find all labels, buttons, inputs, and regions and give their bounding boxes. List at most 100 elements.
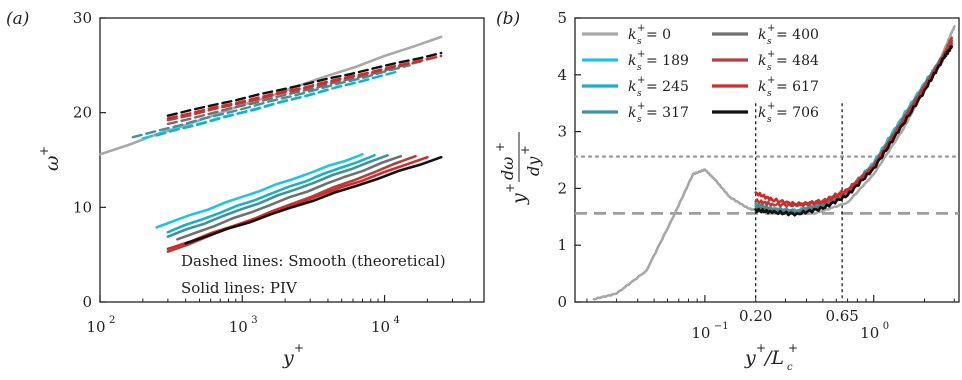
ylabel-plus: + bbox=[37, 146, 51, 156]
legend-entry-ks-0: k + s = 0 bbox=[582, 23, 671, 47]
legend-k-symbol: k bbox=[628, 53, 636, 69]
xlabel-slash-L: /L bbox=[763, 347, 784, 369]
legend-entry-ks-484: k + s = 484 bbox=[712, 49, 819, 73]
panel-b-xtick-exponent: −1 bbox=[714, 321, 729, 332]
legend-k-symbol: k bbox=[628, 105, 636, 121]
xlabel-plus-1: + bbox=[756, 341, 766, 355]
legend-k-plus: + bbox=[767, 49, 775, 60]
legend-entry-ks-317: k + s = 317 bbox=[582, 101, 689, 125]
panel-b-label: (b) bbox=[496, 9, 520, 29]
legend-k-plus: + bbox=[637, 101, 645, 112]
legend-entry-ks-189: k + s = 189 bbox=[582, 49, 689, 73]
legend-value: = 0 bbox=[646, 27, 671, 43]
panel-a-xtick-exponent: 2 bbox=[109, 315, 115, 326]
vline-label: 0.65 bbox=[825, 307, 858, 325]
panel-a-series bbox=[98, 35, 443, 253]
panel-b-series bbox=[592, 25, 956, 301]
legend-k-sub: s bbox=[637, 37, 642, 47]
legend-k-sub: s bbox=[637, 63, 642, 73]
panel-b-ytick-label: 3 bbox=[557, 123, 567, 141]
piv-line-ks-400 bbox=[176, 154, 403, 241]
legend-k-symbol: k bbox=[628, 27, 636, 43]
legend-k-symbol: k bbox=[758, 105, 766, 121]
panel-a-xtick-label: 10 bbox=[371, 318, 390, 336]
legend-value: = 706 bbox=[776, 105, 819, 121]
legend-k-plus: + bbox=[637, 75, 645, 86]
ylabel-dw-plus: + bbox=[493, 142, 507, 152]
panel-b-ylabel: y + dω + dy + bbox=[493, 132, 543, 205]
xlabel-yplus-over-lc: y bbox=[744, 347, 756, 369]
panel-a-ylabel: ω + bbox=[37, 146, 63, 171]
legend-value: = 245 bbox=[646, 79, 689, 95]
panel-b-plot-frame bbox=[574, 17, 960, 303]
xlabel-plus-2: + bbox=[788, 341, 798, 355]
panel-a-xlabel: y + bbox=[282, 341, 304, 369]
panel-b-xtick-label: 10 bbox=[860, 324, 879, 342]
ylabel-plus: + bbox=[503, 183, 517, 193]
legend-k-symbol: k bbox=[758, 53, 766, 69]
legend-k-sub: s bbox=[637, 89, 642, 99]
panel-b-xtick-exponent: 0 bbox=[883, 321, 889, 332]
legend-value: = 189 bbox=[646, 53, 689, 69]
ylabel-dw: dω bbox=[498, 157, 517, 180]
panel-b-ytick-label: 5 bbox=[557, 9, 567, 27]
smooth-theory-line-ks-617 bbox=[166, 54, 443, 120]
panel-b-ytick-label: 2 bbox=[557, 179, 567, 197]
panel-a-plot-frame bbox=[99, 17, 485, 303]
xlabel-plus: + bbox=[294, 341, 304, 355]
panel-a-xtick-label: 10 bbox=[86, 318, 105, 336]
piv-line-ks-617 bbox=[166, 155, 429, 251]
legend-k-sub: s bbox=[767, 89, 772, 99]
panel-a-ytick-label: 10 bbox=[73, 198, 92, 216]
panel-a-label: (a) bbox=[6, 9, 29, 29]
panel-b-xlabel: y + /L + c bbox=[744, 341, 798, 373]
panel-a-xtick-exponent: 4 bbox=[394, 315, 400, 326]
smooth-theory-line-ks-245 bbox=[155, 70, 397, 137]
legend-k-symbol: k bbox=[758, 79, 766, 95]
legend-k-plus: + bbox=[767, 75, 775, 86]
legend-k-plus: + bbox=[767, 101, 775, 112]
panel-a-ytick-label: 20 bbox=[73, 104, 92, 122]
panel-b-xtick-label: 10 bbox=[691, 324, 710, 342]
ylabel-omega: ω bbox=[41, 156, 63, 172]
ylabel-dy-plus: + bbox=[518, 145, 532, 155]
legend-entry-ks-400: k + s = 400 bbox=[712, 23, 819, 47]
panel-a-xtick-label: 10 bbox=[229, 318, 248, 336]
legend-value: = 400 bbox=[776, 27, 819, 43]
panel-b-ytick-label: 1 bbox=[557, 236, 567, 254]
legend-entry-ks-706: k + s = 706 bbox=[712, 101, 819, 125]
legend-value: = 617 bbox=[776, 79, 819, 95]
legend-k-sub: s bbox=[767, 115, 772, 125]
piv-line-ks-189 bbox=[155, 153, 364, 229]
gradient-line-ks-706 bbox=[754, 45, 954, 217]
legend-entry-ks-617: k + s = 617 bbox=[712, 75, 819, 99]
legend-k-plus: + bbox=[637, 49, 645, 60]
piv-line-ks-706 bbox=[184, 155, 443, 245]
annotation-dashed: Dashed lines: Smooth (theoretical) bbox=[181, 252, 446, 270]
piv-line-ks-245 bbox=[166, 154, 376, 234]
smooth-theory-line-ks-706 bbox=[166, 51, 443, 117]
legend-k-symbol: k bbox=[628, 79, 636, 95]
panel-a-xtick-exponent: 3 bbox=[251, 315, 257, 326]
legend-k-sub: s bbox=[767, 63, 772, 73]
ylabel-dy: dy bbox=[524, 156, 543, 176]
legend-entry-ks-245: k + s = 245 bbox=[582, 75, 689, 99]
smooth-theory-line-ks-400 bbox=[166, 60, 423, 126]
legend-k-symbol: k bbox=[758, 27, 766, 43]
ylabel-y: y bbox=[508, 193, 530, 205]
panel-a-ytick-label: 30 bbox=[73, 9, 92, 27]
legend-k-plus: + bbox=[637, 23, 645, 34]
legend-k-sub: s bbox=[637, 115, 642, 125]
smooth-theory-line-ks-317 bbox=[131, 64, 411, 139]
legend-k-plus: + bbox=[767, 23, 775, 34]
legend-k-sub: s bbox=[767, 37, 772, 47]
xlabel-y: y bbox=[282, 347, 294, 369]
legend-value: = 317 bbox=[646, 105, 689, 121]
panel-b-ytick-label: 0 bbox=[557, 293, 567, 311]
panel-b-ticks: 0 1 2 3 4 5 10 −1 10 0 bbox=[557, 9, 955, 342]
